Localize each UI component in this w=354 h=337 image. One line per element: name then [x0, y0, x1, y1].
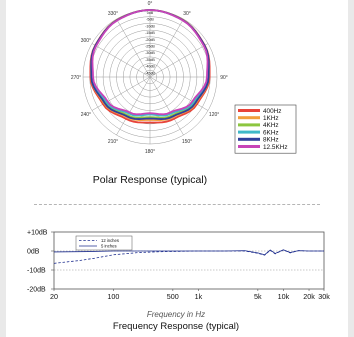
legend-label-12-inches: 12 inches	[101, 238, 119, 243]
right-border	[348, 0, 354, 337]
polar-radial-label: -20dB	[145, 38, 155, 42]
y-tick-label: 0dB	[27, 248, 40, 255]
x-tick-label: 5k	[254, 292, 262, 301]
polar-radial-label: 0dB	[147, 11, 154, 15]
polar-curves	[89, 9, 211, 124]
polar-radial-label: -10dB	[145, 24, 155, 28]
polar-grid: 0dB -5dB -10dB -15dB -20dB -25dB -30dB -35dB -40…	[82, 9, 218, 145]
x-tick-label: 1k	[195, 292, 203, 301]
legend-label-12.5khz: 12.5KHz	[263, 144, 288, 151]
polar-radial-label: -15dB	[145, 31, 155, 35]
y-tick-label: +10dB	[27, 229, 48, 236]
polar-angle-label: 330°	[108, 11, 118, 17]
left-border	[0, 0, 6, 337]
polar-angle-label: 180°	[145, 149, 155, 155]
polar-radial-label: -40dB	[145, 65, 155, 69]
polar-spoke	[91, 43, 151, 78]
polar-chart-title: Polar Response (typical)	[93, 174, 207, 186]
legend-label-6khz: 6KHz	[263, 129, 279, 136]
legend-swatch-8khz	[238, 137, 260, 141]
polar-angle-label: 240°	[81, 112, 91, 118]
polar-spoke	[91, 76, 151, 111]
polar-radial-label: -25dB	[145, 45, 155, 49]
legend-label-4khz: 4KHz	[263, 122, 279, 129]
x-tick-label: 20k	[303, 292, 315, 301]
legend-swatch-400hz	[238, 109, 260, 112]
polar-angle-label: 300°	[81, 38, 91, 44]
polar-angle-label: 210°	[108, 139, 118, 145]
polar-angle-labels: 0° 30° 90° 120° 150° 180° 210° 240° 270° 300° 330°	[71, 1, 228, 155]
polar-angle-label: 30°	[183, 11, 191, 17]
section-divider	[34, 204, 320, 205]
polar-spoke	[149, 76, 209, 111]
x-tick-label: 100	[107, 292, 119, 301]
polar-spoke	[149, 43, 209, 78]
polar-response-chart: 0dB -5dB -10dB -15dB -20dB -25dB -30dB -35dB -40…	[71, 1, 297, 186]
legend-label-8khz: 8KHz	[263, 137, 279, 144]
polar-angle-label: 90°	[220, 75, 228, 81]
legend-swatch-6khz	[238, 130, 260, 134]
legend-label-400hz: 400Hz	[263, 108, 281, 115]
polar-angle-label: 150°	[182, 139, 192, 145]
polar-radial-label: -30dB	[145, 51, 155, 55]
legend-label-5-inches: 5 inches	[101, 244, 117, 249]
polar-radial-label: -5dB	[146, 18, 154, 22]
polar-radial-label: -35dB	[145, 58, 155, 62]
polar-spoke	[149, 18, 184, 78]
x-tick-label: 10k	[278, 292, 290, 301]
polar-angle-label: 270°	[71, 75, 81, 81]
frequency-axis-ticks: 20 100 500 1k 5k 10k 20k 30k +10dB 0dB -10dB -20dB	[27, 229, 330, 301]
legend-swatch-4khz	[238, 123, 260, 127]
x-axis-label: Frequency in Hz	[147, 310, 205, 319]
legend-swatch-12.5khz	[238, 145, 260, 148]
frequency-curves	[53, 249, 324, 264]
polar-curve-12.5khz	[91, 9, 209, 116]
frequency-legend-box	[75, 235, 133, 251]
polar-radial-label: -45dB	[145, 71, 155, 75]
frequency-chart-title: Frequency Response (typical)	[113, 321, 239, 332]
polar-angle-label: 120°	[209, 112, 219, 118]
x-tick-label: 500	[167, 292, 179, 301]
legend-label-1khz: 1KHz	[263, 115, 279, 122]
y-tick-label: -20dB	[27, 286, 46, 293]
x-tick-label: 20	[50, 292, 58, 301]
y-tick-label: -10dB	[27, 267, 46, 274]
frequency-curve-5-inches	[53, 249, 324, 256]
polar-spoke	[116, 18, 151, 78]
polar-angle-label: 0°	[148, 1, 153, 7]
polar-spoke	[149, 76, 184, 136]
x-tick-label: 30k	[318, 292, 330, 301]
frequency-response-chart: 20 100 500 1k 5k 10k 20k 30k+10dB0dB-10dB-20dB …	[27, 229, 330, 332]
polar-spoke	[116, 76, 151, 136]
legend-swatch-1khz	[238, 116, 260, 120]
